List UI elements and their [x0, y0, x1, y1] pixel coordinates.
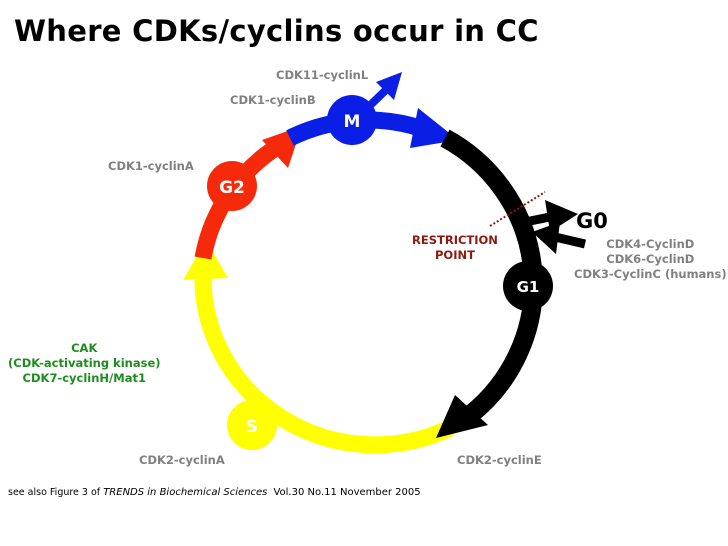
footer-issue: Vol.30 No.11 November 2005 [273, 487, 421, 498]
g2-node [207, 161, 257, 211]
from-g0-arrowhead [532, 222, 560, 254]
page-title: Where CDKs/cyclins occur in CC [14, 14, 539, 48]
cdk1b-label: CDK1-cyclinB [230, 93, 316, 107]
cdk4-label: CDK4-CyclinD [606, 237, 695, 251]
g1-node [503, 261, 553, 311]
g1-arrowhead [436, 395, 488, 438]
s-phase-arc [194, 271, 454, 454]
g0-label: G0 [576, 209, 608, 233]
footer-citation: see also Figure 3 of TRENDS in Biochemic… [8, 487, 421, 498]
cdk11-label: CDK11-cyclinL [276, 68, 369, 82]
cdk2e-label: CDK2-cyclinE [457, 453, 542, 467]
footer-prefix: see also Figure 3 of [8, 487, 101, 498]
restriction-point-label: RESTRICTION POINT [412, 233, 498, 263]
s-arrowhead [183, 240, 228, 280]
s-label: S [246, 417, 258, 437]
restriction-point-line [489, 191, 546, 227]
g1-cdk-labels: CDK4-CyclinD CDK6-CyclinD CDK3-CyclinC (… [574, 237, 727, 282]
restriction-line2: POINT [434, 248, 475, 262]
from-g0-arrow [553, 232, 587, 249]
cak-labels: CAK (CDK-activating kinase) CDK7-cyclinH… [8, 341, 161, 386]
g2-label: G2 [219, 178, 245, 198]
footer-journal: TRENDS in Biochemical Sciences [103, 487, 268, 498]
cdk7-label: CDK7-cyclinH/Mat1 [22, 371, 146, 385]
cak-desc-label: (CDK-activating kinase) [8, 356, 161, 370]
m-exit-arrowhead [376, 72, 402, 100]
restriction-line1: RESTRICTION [412, 233, 498, 247]
cdk3-label: CDK3-CyclinC (humans) [574, 267, 727, 281]
m-node [327, 95, 377, 145]
to-g0-arrowhead [545, 200, 578, 232]
cdk1a-label: CDK1-cyclinA [108, 159, 194, 173]
cdk6-label: CDK6-CyclinD [606, 252, 695, 266]
s-node [227, 400, 277, 450]
cdk2a-label: CDK2-cyclinA [139, 453, 225, 467]
m-label: M [344, 112, 361, 132]
g1-label: G1 [517, 278, 540, 296]
cak-label: CAK [71, 341, 98, 355]
